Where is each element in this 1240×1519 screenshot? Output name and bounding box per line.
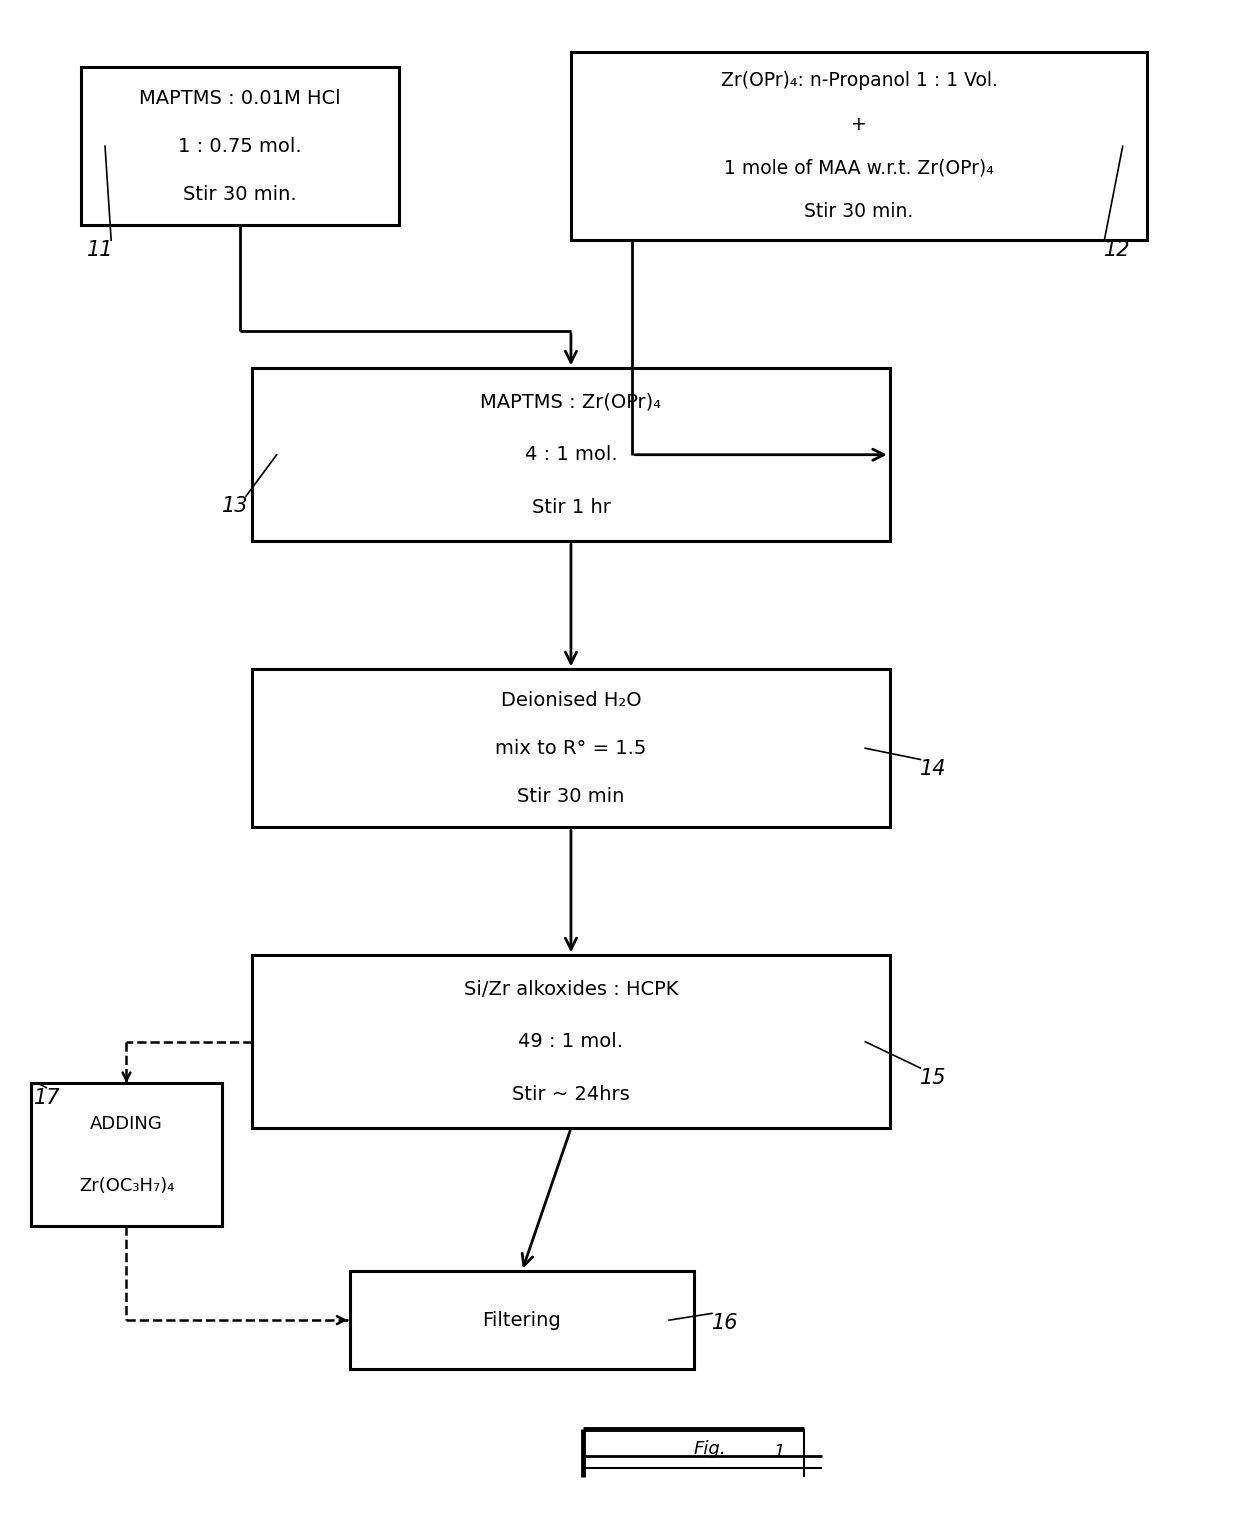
Bar	[31, 1083, 222, 1226]
Text: 1 mole of MAA w.r.t. Zr(OPr)₄: 1 mole of MAA w.r.t. Zr(OPr)₄	[724, 158, 994, 178]
Text: +: +	[851, 115, 867, 134]
Text: Filtering: Filtering	[482, 1311, 562, 1329]
Text: Zr(OC₃H₇)₄: Zr(OC₃H₇)₄	[79, 1177, 174, 1194]
Text: Deionised H₂O: Deionised H₂O	[501, 691, 641, 709]
Text: 13: 13	[222, 497, 248, 516]
Text: 1: 1	[774, 1443, 785, 1461]
Text: ADDING: ADDING	[91, 1115, 162, 1133]
Text: 49 : 1 mol.: 49 : 1 mol.	[518, 1033, 624, 1051]
Text: 15: 15	[920, 1068, 947, 1088]
Bar	[252, 670, 890, 828]
Text: 16: 16	[712, 1314, 739, 1334]
Text: 1 : 0.75 mol.: 1 : 0.75 mol.	[179, 137, 301, 155]
Text: Stir 30 min.: Stir 30 min.	[805, 202, 914, 222]
Bar	[252, 955, 890, 1129]
Text: Zr(OPr)₄: n-Propanol 1 : 1 Vol.: Zr(OPr)₄: n-Propanol 1 : 1 Vol.	[720, 71, 997, 90]
Text: MAPTMS : 0.01M HCl: MAPTMS : 0.01M HCl	[139, 88, 341, 108]
Text: 12: 12	[1105, 240, 1131, 260]
Text: 17: 17	[33, 1088, 61, 1107]
Text: Stir 1 hr: Stir 1 hr	[532, 498, 610, 516]
Bar	[81, 67, 399, 225]
Text: Fig.: Fig.	[693, 1440, 727, 1458]
Bar	[570, 52, 1147, 240]
Bar	[350, 1271, 693, 1369]
Text: Si/Zr alkoxides : HCPK: Si/Zr alkoxides : HCPK	[464, 980, 678, 1000]
Text: 11: 11	[87, 240, 113, 260]
Text: mix to R° = 1.5: mix to R° = 1.5	[495, 738, 646, 758]
Text: Stir ~ 24hrs: Stir ~ 24hrs	[512, 1085, 630, 1104]
Text: 4 : 1 mol.: 4 : 1 mol.	[525, 445, 618, 465]
Bar	[252, 368, 890, 541]
Text: Stir 30 min: Stir 30 min	[517, 787, 625, 805]
Text: MAPTMS : Zr(OPr)₄: MAPTMS : Zr(OPr)₄	[480, 393, 661, 412]
Text: Stir 30 min.: Stir 30 min.	[184, 184, 296, 204]
Text: 14: 14	[920, 760, 947, 779]
